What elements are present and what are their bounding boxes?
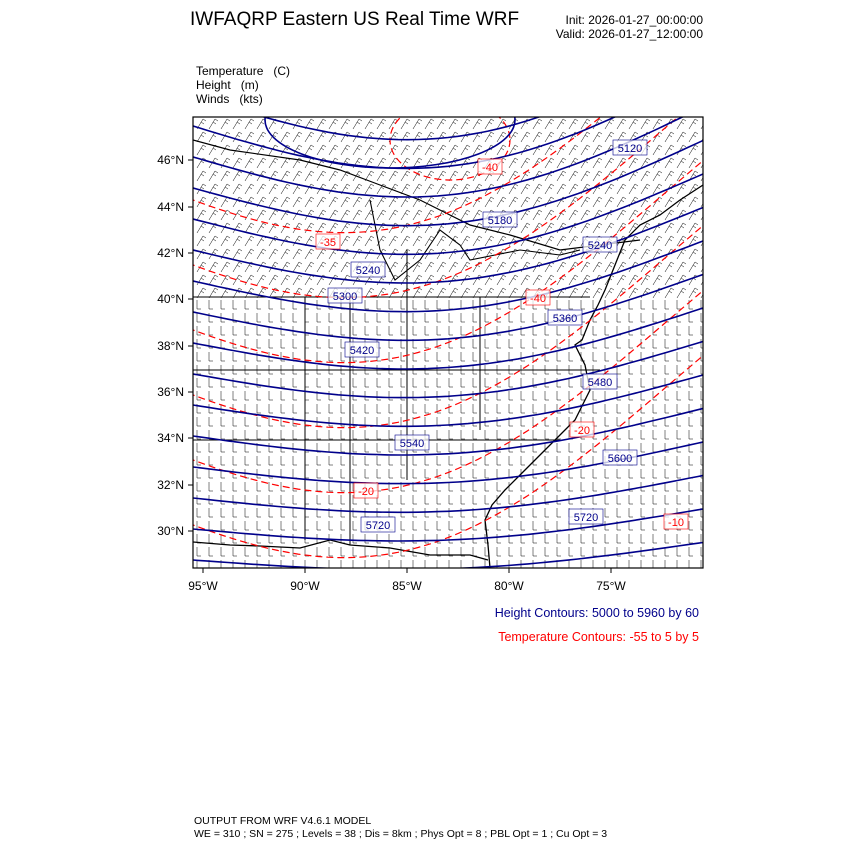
- height-label-box: [547, 309, 583, 326]
- height-contour-line: [193, 240, 703, 313]
- lon-tick-label: 90°W: [290, 579, 320, 593]
- height-legend: Height Contours: 5000 to 5960 by 60: [494, 606, 699, 620]
- height-contour-line: [193, 407, 703, 456]
- temperature-contour-line: [193, 224, 703, 429]
- field-unit: (kts): [239, 92, 263, 106]
- height-contour-label: 5600: [608, 453, 632, 465]
- height-contour-label: 5180: [488, 215, 512, 227]
- height-contour-label: 5240: [588, 240, 612, 252]
- lat-tick-label: 40°N: [157, 292, 184, 306]
- temperature-label-box: [663, 513, 689, 530]
- lat-tick-label: 36°N: [157, 385, 184, 399]
- wind-barbs: [196, 118, 703, 568]
- valid-time: Valid: 2026-01-27_12:00:00: [555, 27, 703, 41]
- height-contour-label: 5240: [356, 265, 380, 277]
- height-contour-line: [193, 474, 703, 514]
- height-label-box: [568, 508, 604, 525]
- temperature-contour-line: [193, 159, 703, 364]
- height-label-box: [482, 211, 518, 228]
- field-temperature: Temperature (C): [196, 64, 290, 78]
- height-contour-low: [264, 117, 516, 169]
- init-time: Init: 2026-01-27_00:00:00: [565, 13, 703, 27]
- lat-tick-label: 32°N: [157, 478, 184, 492]
- height-label-box: [394, 434, 430, 451]
- height-contour-line: [261, 117, 542, 141]
- lon-tick-label: 80°W: [494, 579, 524, 593]
- temperature-label-box: [569, 421, 595, 438]
- temperature-contour-line: [193, 117, 679, 299]
- lat-tick-label: 42°N: [157, 246, 184, 260]
- atlantic-coastline: [484, 184, 703, 568]
- lat-tick-label: 30°N: [157, 524, 184, 538]
- great-lakes-shore: [369, 199, 581, 281]
- temperature-label-box: [353, 482, 379, 499]
- wind-barb-field: [196, 118, 703, 568]
- lon-tick-label: 85°W: [392, 579, 422, 593]
- temperature-contour-label: -20: [574, 425, 590, 437]
- height-label-box: [582, 236, 618, 253]
- footer-model: OUTPUT FROM WRF V4.6.1 MODEL: [194, 815, 372, 827]
- height-contour-line: [193, 206, 703, 284]
- temperature-contour-line: [193, 117, 602, 234]
- height-contour-line: [193, 508, 703, 542]
- map-frame: [192, 116, 704, 569]
- temperature-label-box: [477, 158, 503, 175]
- height-contour-line: [193, 307, 703, 370]
- height-contour-line: [193, 340, 703, 399]
- contour-labels: 5120 5180 5240 5240 5300 5360 5420 5480 5540 5600…: [315, 139, 689, 533]
- temperature-contour-label: -35: [320, 237, 336, 249]
- temperature-contour-line: [193, 354, 703, 559]
- height-contour-line: [193, 117, 617, 170]
- field-name: Temperature: [196, 64, 264, 78]
- lat-tick-label: 44°N: [157, 200, 184, 214]
- height-label-box: [360, 516, 396, 533]
- lon-tick-label: 95°W: [188, 579, 218, 593]
- height-label-box: [602, 449, 638, 466]
- height-contour-line: [193, 374, 703, 428]
- height-label-box: [350, 261, 386, 278]
- lat-tick-label: 46°N: [157, 153, 184, 167]
- height-contour-label: 5360: [553, 313, 577, 325]
- height-label-box: [327, 287, 363, 304]
- lat-tick-label: 38°N: [157, 339, 184, 353]
- temperature-contour-label: -40: [530, 293, 546, 305]
- height-contour-label: 5120: [618, 143, 642, 155]
- height-contour-label: 5420: [350, 345, 374, 357]
- field-name: Height: [196, 78, 231, 92]
- lon-tick-label: 75°W: [596, 579, 626, 593]
- temperature-label-box: [525, 289, 551, 306]
- plot-title: IWFAQRP Eastern US Real Time WRF: [190, 9, 520, 30]
- height-contour-label: 5540: [400, 438, 424, 450]
- height-contour-label: 5480: [588, 377, 612, 389]
- field-unit: (m): [240, 78, 259, 92]
- height-contour-line: [193, 173, 703, 256]
- lat-tick-label: 34°N: [157, 431, 184, 445]
- height-contour-label: 5720: [574, 512, 598, 524]
- field-unit: (C): [273, 64, 291, 78]
- temperature-contour-label: -40: [482, 162, 498, 174]
- temperature-contour-label: -20: [358, 486, 374, 498]
- footer-config: WE = 310 ; SN = 275 ; Levels = 38 ; Dis …: [194, 828, 608, 840]
- canada-border: [193, 139, 641, 251]
- height-label-box: [582, 373, 618, 390]
- temperature-label-box: [315, 233, 341, 250]
- temperature-contour-label: -10: [668, 517, 684, 529]
- temperature-contour-line: [193, 289, 703, 494]
- height-contour-label: 5300: [333, 291, 357, 303]
- gulf-coastline: [193, 539, 489, 561]
- height-contour-line: [193, 541, 703, 568]
- height-contour-line: [193, 139, 703, 227]
- temperature-contours: [193, 117, 703, 559]
- axis-ticks: 95°W 90°W 85°W 80°W 75°W 46°N 44°N 42°N 40°N 38°N…: [157, 153, 626, 593]
- field-name: Winds: [196, 92, 230, 106]
- height-label-box: [612, 139, 648, 156]
- height-label-box: [344, 341, 380, 358]
- height-contour-label: 5720: [366, 520, 390, 532]
- field-height: Height (m): [196, 78, 259, 92]
- height-contour-line: [193, 273, 703, 342]
- temperature-legend: Temperature Contours: -55 to 5 by 5: [498, 630, 699, 644]
- field-winds: Winds (kts): [196, 92, 263, 106]
